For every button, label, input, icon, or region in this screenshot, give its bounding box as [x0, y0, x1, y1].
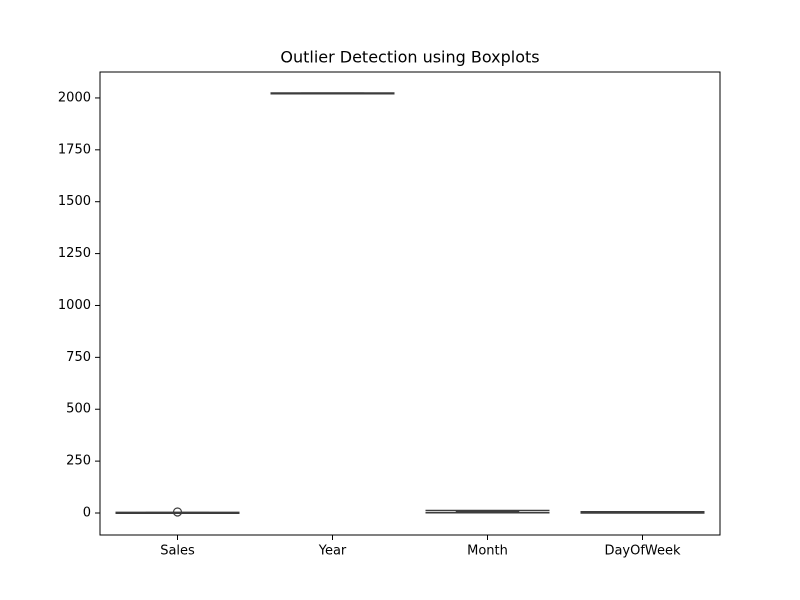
- plot-frame: [99, 71, 721, 536]
- y-tick-label: 1250: [58, 246, 91, 261]
- y-tick-label: 1750: [58, 142, 91, 157]
- outlier: [172, 507, 183, 517]
- y-tick-label: 1500: [58, 194, 91, 209]
- y-tick-label: 1000: [58, 298, 91, 313]
- chart-title: Outlier Detection using Boxplots: [280, 48, 539, 67]
- x-tick-label: DayOfWeek: [604, 544, 681, 559]
- y-tick-label: 750: [66, 350, 91, 365]
- x-tick-label: Month: [467, 544, 508, 559]
- x-tick-label: Year: [318, 544, 347, 559]
- y-tick-label: 250: [66, 454, 91, 469]
- y-tick-label: 2000: [58, 90, 91, 105]
- y-tick-label: 0: [83, 506, 91, 521]
- y-tick-label: 500: [66, 402, 91, 417]
- x-tick-label: Sales: [160, 544, 195, 559]
